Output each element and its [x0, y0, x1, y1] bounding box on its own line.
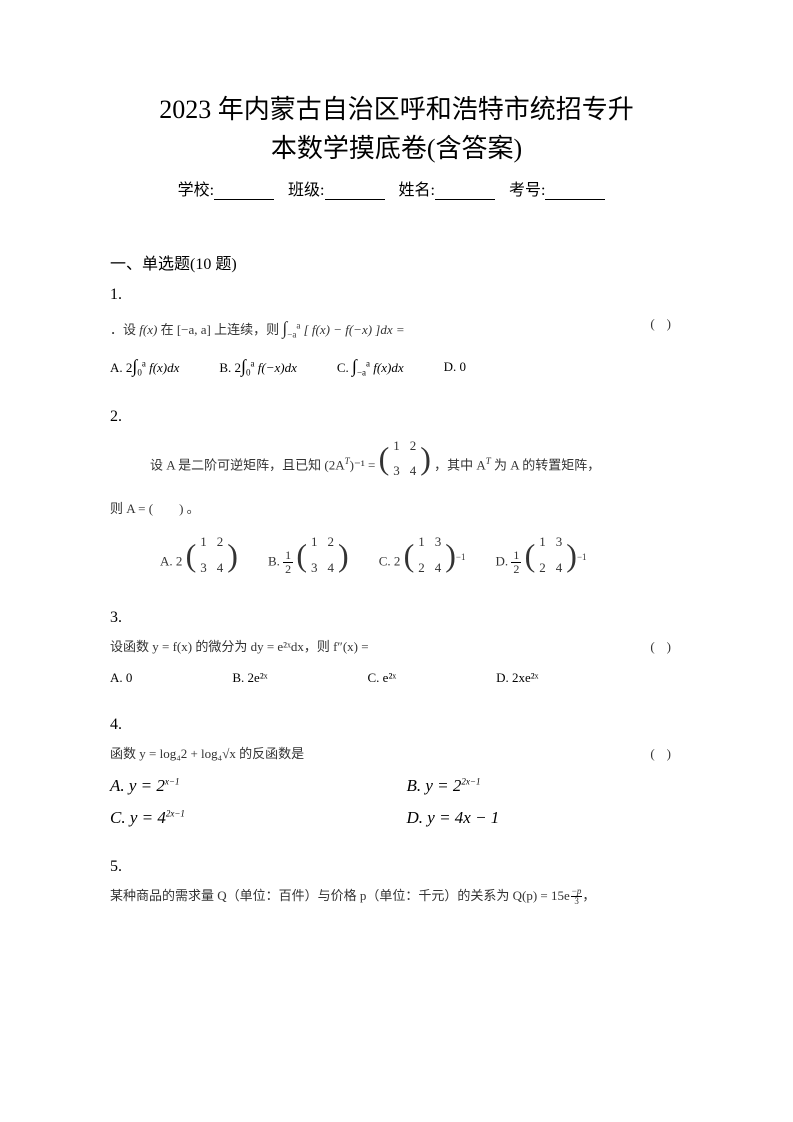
q2-options: A. 2 (1234) B. 12 (1234) C. 2 (1324)−1 D… [110, 530, 683, 579]
q3-optD[interactable]: D. 2xe²ˣ [496, 670, 538, 686]
q1-content: ．设 f(x) 在 [−a, a] 上连续，则 ∫−aa [ f(x) − f(… [110, 312, 683, 344]
q3-content: 设函数 y = f(x) 的微分为 dy = e²ˣdx，则 f″(x) = (… [110, 635, 683, 658]
q3-optA[interactable]: A. 0 [110, 670, 132, 686]
q1-mid: 在 [−a, a] 上连续，则 [157, 322, 279, 337]
name-blank[interactable] [435, 182, 495, 200]
matrix-icon: (1324) [525, 530, 577, 579]
school-blank[interactable] [214, 182, 274, 200]
answer-paren[interactable]: () [650, 742, 683, 765]
q2-optC[interactable]: C. 2 (1324)−1 [379, 530, 466, 579]
q2-t1: 设 A 是二阶可逆矩阵，且已知 (2A [150, 457, 345, 472]
q3-optC[interactable]: C. e²ˣ [368, 670, 397, 686]
examid-blank[interactable] [545, 182, 605, 200]
school-label: 学校: [178, 182, 214, 199]
q1-optA[interactable]: A. 2∫0a f(x)dx [110, 356, 179, 378]
title-line-1: 2023 年内蒙古自治区呼和浩特市统招专升 [110, 90, 683, 129]
q1-optC[interactable]: C. ∫−aa f(x)dx [337, 356, 404, 378]
q4-optB[interactable]: B. y = 22x−1 [407, 776, 684, 796]
q4-optC[interactable]: C. y = 42x−1 [110, 808, 387, 828]
q1-number: 1. [110, 286, 683, 304]
q2-content: 设 A 是二阶可逆矩阵，且已知 (2AT)⁻¹ = ( 12 34 ) ，其中 … [110, 434, 683, 483]
q5-number: 5. [110, 858, 683, 876]
q4-optD[interactable]: D. y = 4x − 1 [407, 808, 684, 828]
q3-text: 设函数 y = f(x) 的微分为 dy = e²ˣdx，则 f″(x) = [110, 639, 369, 654]
class-blank[interactable] [325, 182, 385, 200]
title-line-2: 本数学摸底卷(含答案) [110, 129, 683, 168]
question-3: 3. 设函数 y = f(x) 的微分为 dy = e²ˣdx，则 f″(x) … [110, 609, 683, 686]
q5-content: 某种商品的需求量 Q（单位：百件）与价格 p（单位：千元）的关系为 Q(p) =… [110, 884, 683, 907]
answer-paren[interactable]: () [650, 635, 683, 658]
q4-options: A. y = 2x−1 B. y = 22x−1 C. y = 42x−1 D.… [110, 776, 683, 828]
name-label: 姓名: [399, 182, 435, 199]
q4-number: 4. [110, 716, 683, 734]
matrix-icon: (1234) [186, 530, 238, 579]
q4-content: 函数 y = log₄2 + log₄√x 的反函数是 () [110, 742, 683, 765]
q2-optB[interactable]: B. 12 (1234) [268, 530, 349, 579]
question-2: 2. 设 A 是二阶可逆矩阵，且已知 (2AT)⁻¹ = ( 12 34 ) ，… [110, 408, 683, 579]
exam-title: 2023 年内蒙古自治区呼和浩特市统招专升 本数学摸底卷(含答案) [110, 90, 683, 168]
q1-optD[interactable]: D. 0 [444, 359, 466, 375]
q2-then: 则 A = ( ) 。 [110, 497, 683, 520]
q2-optA[interactable]: A. 2 (1234) [160, 530, 238, 579]
question-1: 1. ．设 f(x) 在 [−a, a] 上连续，则 ∫−aa [ f(x) −… [110, 286, 683, 378]
answer-paren[interactable]: () [650, 312, 683, 335]
section-title: 一、单选题(10 题) [110, 250, 683, 274]
matrix-icon: (1324) [404, 530, 456, 579]
q2-number: 2. [110, 408, 683, 426]
q3-options: A. 0 B. 2e²ˣ C. e²ˣ D. 2xe²ˣ [110, 670, 683, 686]
q1-optB[interactable]: B. 2∫0a f(−x)dx [219, 356, 296, 378]
q5-post: ， [582, 888, 595, 903]
q1-options: A. 2∫0a f(x)dx B. 2∫0a f(−x)dx C. ∫−aa f… [110, 356, 683, 378]
q5-pre: 某种商品的需求量 Q（单位：百件）与价格 p（单位：千元）的关系为 Q(p) =… [110, 888, 570, 903]
examid-label: 考号: [509, 182, 545, 199]
q1-pre: ．设 [110, 322, 139, 337]
q3-optB[interactable]: B. 2e²ˣ [232, 670, 267, 686]
student-info: 学校: 班级: 姓名: 考号: [110, 176, 683, 200]
q1-hi: a [296, 321, 300, 331]
q1-integrand: [ f(x) − f(−x) ]dx = [304, 322, 405, 337]
q2-optD[interactable]: D. 12 (1324)−1 [496, 530, 587, 579]
matrix-icon: ( 12 34 ) [379, 434, 431, 483]
question-4: 4. 函数 y = log₄2 + log₄√x 的反函数是 () A. y =… [110, 716, 683, 827]
exp-fraction: −p3 [571, 887, 583, 906]
q1-fx: f(x) [139, 322, 157, 337]
q1-lo: −a [287, 330, 296, 340]
q4-text: 函数 y = log₄2 + log₄√x 的反函数是 [110, 746, 304, 761]
q4-optA[interactable]: A. y = 2x−1 [110, 776, 387, 796]
question-5: 5. 某种商品的需求量 Q（单位：百件）与价格 p（单位：千元）的关系为 Q(p… [110, 858, 683, 907]
class-label: 班级: [288, 182, 324, 199]
q3-number: 3. [110, 609, 683, 627]
matrix-icon: (1234) [296, 530, 348, 579]
